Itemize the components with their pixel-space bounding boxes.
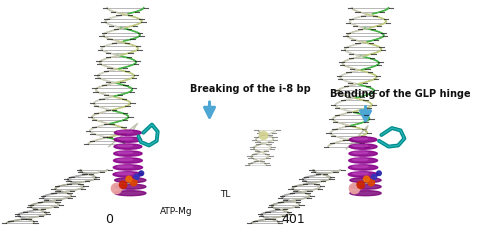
Point xyxy=(132,175,140,178)
Point xyxy=(130,181,138,184)
Ellipse shape xyxy=(114,165,142,170)
Ellipse shape xyxy=(117,159,133,161)
Ellipse shape xyxy=(350,137,377,142)
Text: Breaking of the i-8 bp: Breaking of the i-8 bp xyxy=(190,85,311,95)
Ellipse shape xyxy=(348,165,378,170)
Ellipse shape xyxy=(114,137,141,142)
Ellipse shape xyxy=(348,172,378,177)
Ellipse shape xyxy=(117,152,133,154)
Text: 401: 401 xyxy=(282,213,306,226)
Ellipse shape xyxy=(352,159,368,161)
Ellipse shape xyxy=(348,158,378,163)
Ellipse shape xyxy=(349,144,377,149)
Point xyxy=(125,177,133,181)
Ellipse shape xyxy=(117,165,133,168)
Point xyxy=(112,186,120,190)
Ellipse shape xyxy=(113,172,143,177)
Ellipse shape xyxy=(349,151,378,156)
Ellipse shape xyxy=(352,145,368,147)
Point xyxy=(368,181,376,184)
Point xyxy=(350,186,358,190)
Text: Bending of the GLP hinge: Bending of the GLP hinge xyxy=(330,89,470,99)
Point xyxy=(119,183,127,187)
Ellipse shape xyxy=(352,165,368,168)
Ellipse shape xyxy=(114,184,146,189)
Ellipse shape xyxy=(114,130,141,135)
Point xyxy=(362,177,370,181)
Ellipse shape xyxy=(114,144,142,149)
Ellipse shape xyxy=(114,158,142,163)
Ellipse shape xyxy=(352,152,368,154)
Ellipse shape xyxy=(114,191,146,196)
Ellipse shape xyxy=(114,151,142,156)
Ellipse shape xyxy=(114,178,146,183)
Ellipse shape xyxy=(350,178,381,183)
Point xyxy=(375,171,383,175)
Ellipse shape xyxy=(350,191,381,196)
Point xyxy=(260,133,268,137)
Ellipse shape xyxy=(352,138,368,140)
Text: 0: 0 xyxy=(104,213,112,226)
Point xyxy=(138,171,145,175)
Point xyxy=(370,175,378,178)
Point xyxy=(356,183,364,187)
Ellipse shape xyxy=(118,138,132,140)
Text: TL: TL xyxy=(220,190,230,199)
Text: ATP-Mg: ATP-Mg xyxy=(160,207,192,216)
Ellipse shape xyxy=(352,172,368,175)
Ellipse shape xyxy=(118,145,132,147)
Ellipse shape xyxy=(117,172,133,175)
Ellipse shape xyxy=(350,184,381,189)
Ellipse shape xyxy=(118,131,132,133)
